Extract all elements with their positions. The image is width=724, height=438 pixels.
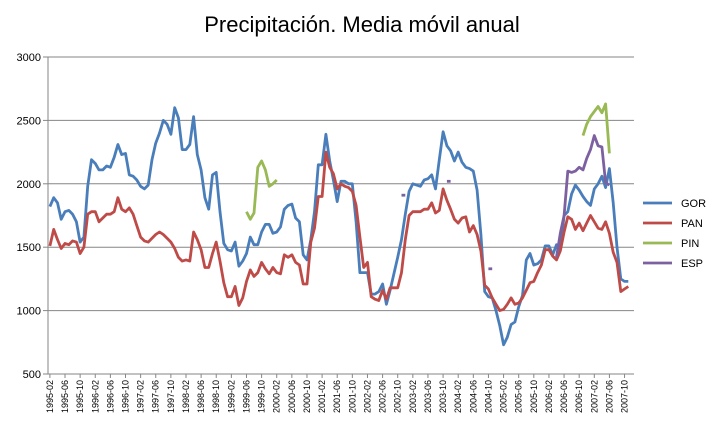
series-esp-line-3 — [555, 134, 611, 258]
x-tick-label-2006-06: 2006-06 — [559, 380, 569, 413]
x-tick-label-2005-10: 2005-10 — [529, 380, 539, 413]
x-tick-label-2007-06: 2007-06 — [604, 380, 614, 413]
x-tick-label-1996-06: 1996-06 — [105, 380, 115, 413]
x-tick-label-1995-10: 1995-10 — [75, 380, 85, 413]
legend: GOR PAN PIN ESP — [643, 198, 706, 270]
x-tick-label-1995-06: 1995-06 — [60, 380, 70, 413]
x-tick-label-2006-02: 2006-02 — [544, 380, 554, 413]
x-tick-label-2007-02: 2007-02 — [589, 380, 599, 413]
x-tick-label-1999-10: 1999-10 — [257, 380, 267, 413]
y-tick-label-2000: 2000 — [17, 179, 41, 191]
series-layer — [48, 102, 630, 347]
x-tick-label-2004-10: 2004-10 — [483, 380, 493, 413]
x-tick-label-1996-02: 1996-02 — [90, 380, 100, 413]
x-tick-label-2005-06: 2005-06 — [514, 380, 524, 413]
x-tick-label-2001-10: 2001-10 — [347, 380, 357, 413]
x-tick-label-2003-02: 2003-02 — [408, 380, 418, 413]
y-tick-label-1500: 1500 — [17, 242, 41, 254]
x-tick-label-1999-06: 1999-06 — [241, 380, 251, 413]
series-pan-line-0 — [48, 150, 630, 312]
x-tick-label-2000-02: 2000-02 — [272, 380, 282, 413]
x-axis: 1995-02 1995-06 1995-10 1996-02 1996-06 1996-… — [45, 374, 630, 413]
x-tick-label-2000-06: 2000-06 — [287, 380, 297, 413]
x-tick-label-1998-06: 1998-06 — [196, 380, 206, 413]
y-tick-label-1000: 1000 — [17, 306, 41, 318]
x-tick-label-2004-06: 2004-06 — [468, 380, 478, 413]
series-pin — [245, 102, 611, 221]
legend-label-esp: ESP — [681, 258, 703, 270]
y-tick-label-3000: 3000 — [17, 52, 41, 64]
legend-label-pin: PIN — [681, 238, 699, 250]
series-gor-line-0 — [48, 106, 629, 347]
x-tick-label-1999-02: 1999-02 — [226, 380, 236, 413]
x-tick-label-1997-06: 1997-06 — [151, 380, 161, 413]
y-axis: 500 1000 1500 2000 2500 3000 — [17, 52, 49, 381]
grid-layer — [48, 56, 634, 375]
x-tick-label-2006-10: 2006-10 — [574, 380, 584, 413]
chart-title: Precipitación. Media móvil anual — [204, 12, 520, 37]
series-pin-line-0 — [245, 159, 278, 221]
legend-label-pan: PAN — [681, 218, 703, 230]
series-esp — [401, 134, 611, 271]
x-tick-label-2005-02: 2005-02 — [499, 380, 509, 413]
x-tick-label-2007-10: 2007-10 — [620, 380, 630, 413]
y-tick-label-500: 500 — [23, 369, 41, 381]
series-gor — [48, 106, 629, 347]
x-tick-label-1996-10: 1996-10 — [121, 380, 131, 413]
x-tick-label-1998-02: 1998-02 — [181, 380, 191, 413]
y-tick-label-2500: 2500 — [17, 115, 41, 127]
x-tick-label-2003-06: 2003-06 — [423, 380, 433, 413]
x-tick-label-2001-02: 2001-02 — [317, 380, 327, 413]
x-tick-label-2000-10: 2000-10 — [302, 380, 312, 413]
x-tick-label-2002-02: 2002-02 — [362, 380, 372, 413]
x-tick-label-1997-02: 1997-02 — [136, 380, 146, 413]
series-pan — [48, 150, 630, 312]
series-pin-line-1 — [581, 102, 611, 154]
x-tick-label-2002-10: 2002-10 — [393, 380, 403, 413]
x-tick-label-1997-10: 1997-10 — [166, 380, 176, 413]
x-tick-label-2003-10: 2003-10 — [438, 380, 448, 413]
x-tick-label-1995-02: 1995-02 — [45, 380, 55, 413]
x-tick-label-2001-06: 2001-06 — [332, 380, 342, 413]
x-tick-label-2002-06: 2002-06 — [378, 380, 388, 413]
x-tick-label-2004-02: 2004-02 — [453, 380, 463, 413]
x-tick-label-1998-10: 1998-10 — [211, 380, 221, 413]
legend-label-gor: GOR — [681, 198, 706, 210]
